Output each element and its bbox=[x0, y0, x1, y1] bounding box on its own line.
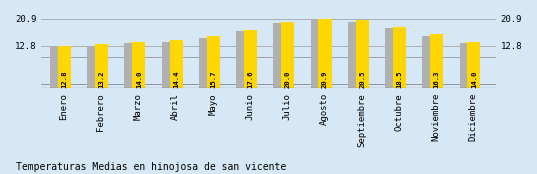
Bar bbox=[162, 42, 175, 88]
Text: 14.0: 14.0 bbox=[136, 70, 142, 88]
Bar bbox=[207, 36, 220, 88]
Bar bbox=[460, 43, 473, 88]
Text: Temperaturas Medias en hinojosa de san vicente: Temperaturas Medias en hinojosa de san v… bbox=[16, 162, 286, 172]
Bar bbox=[244, 30, 257, 88]
Text: 20.9: 20.9 bbox=[322, 70, 328, 88]
Text: 13.2: 13.2 bbox=[99, 70, 105, 88]
Text: 20.0: 20.0 bbox=[285, 70, 291, 88]
Bar bbox=[273, 23, 286, 88]
Bar bbox=[385, 28, 398, 88]
Bar bbox=[423, 35, 436, 88]
Bar bbox=[236, 31, 249, 88]
Bar bbox=[318, 18, 331, 88]
Bar bbox=[281, 22, 294, 88]
Text: 15.7: 15.7 bbox=[211, 70, 216, 88]
Text: 14.0: 14.0 bbox=[471, 70, 477, 88]
Bar bbox=[50, 47, 63, 88]
Text: 18.5: 18.5 bbox=[396, 70, 402, 88]
Bar bbox=[132, 42, 146, 88]
Bar bbox=[467, 42, 481, 88]
Bar bbox=[348, 22, 361, 88]
Bar bbox=[355, 20, 369, 88]
Text: 12.8: 12.8 bbox=[61, 70, 67, 88]
Bar bbox=[393, 26, 406, 88]
Text: 20.5: 20.5 bbox=[359, 70, 365, 88]
Bar bbox=[87, 46, 100, 88]
Bar bbox=[199, 38, 212, 88]
Bar bbox=[170, 40, 183, 88]
Bar bbox=[430, 34, 443, 88]
Bar bbox=[311, 20, 324, 88]
Bar bbox=[125, 43, 137, 88]
Text: 14.4: 14.4 bbox=[173, 70, 179, 88]
Text: 17.6: 17.6 bbox=[248, 70, 253, 88]
Bar bbox=[58, 46, 71, 88]
Bar bbox=[95, 44, 108, 88]
Text: 16.3: 16.3 bbox=[434, 70, 440, 88]
